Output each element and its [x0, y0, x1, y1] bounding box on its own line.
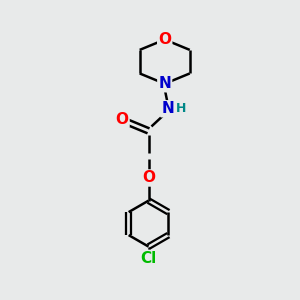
Text: Cl: Cl — [140, 251, 157, 266]
Text: N: N — [161, 101, 174, 116]
Text: O: O — [142, 170, 155, 185]
Text: H: H — [176, 102, 186, 115]
Text: O: O — [116, 112, 128, 127]
Text: N: N — [158, 76, 171, 91]
Text: O: O — [158, 32, 171, 47]
